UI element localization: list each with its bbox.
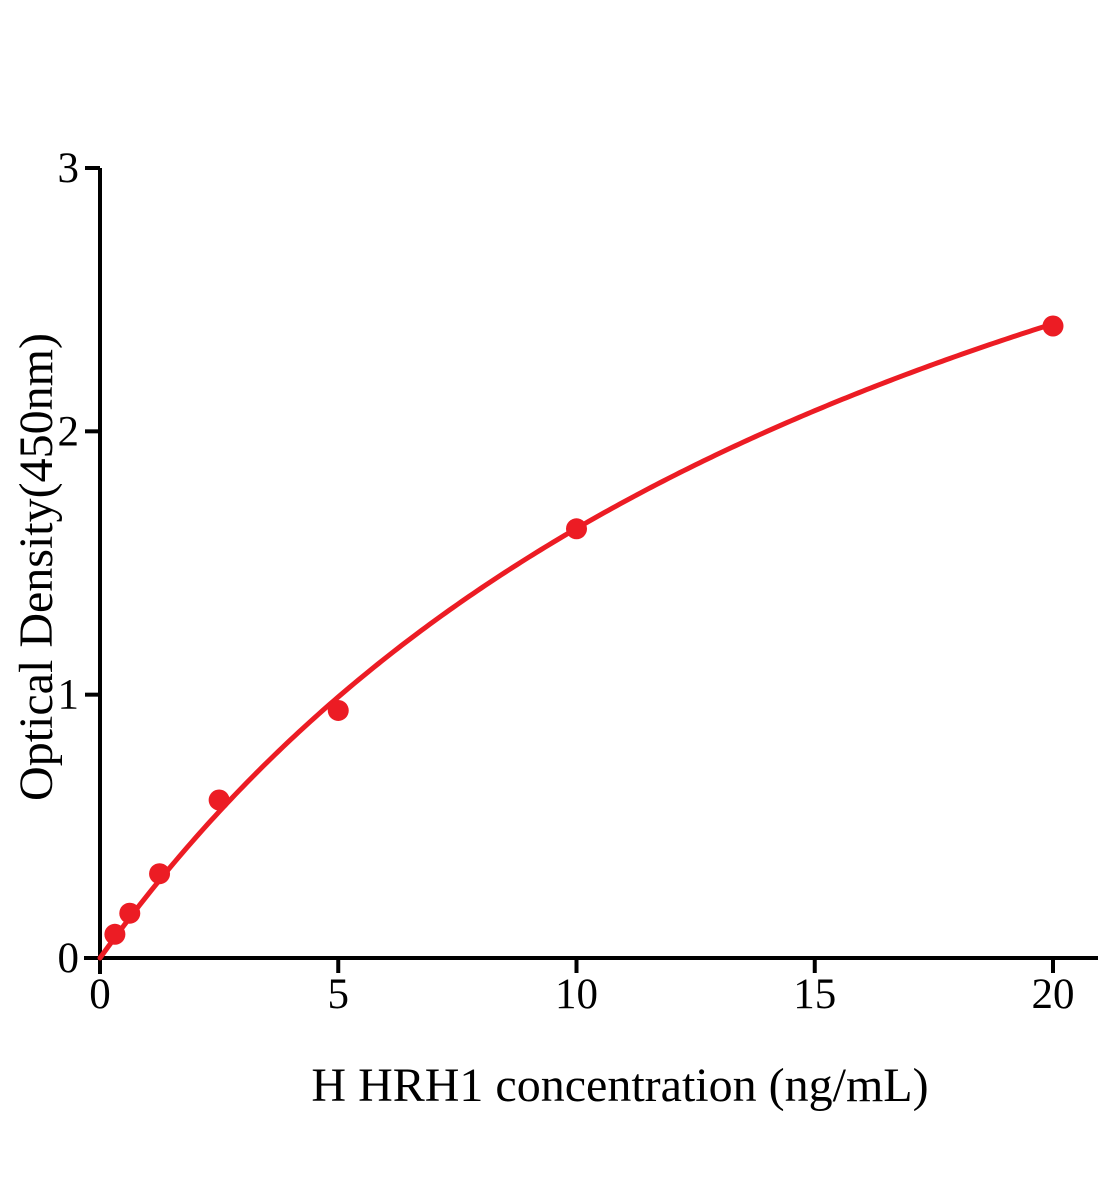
y-tick-label: 3 [58, 145, 80, 192]
x-axis-title: H HRH1 concentration (ng/mL) [311, 1059, 929, 1112]
data-point [327, 699, 349, 721]
data-point [119, 902, 141, 924]
y-tick-label: 1 [58, 672, 80, 719]
x-tick-label: 10 [555, 971, 598, 1018]
y-tick-label: 0 [58, 935, 80, 982]
x-tick-label: 0 [89, 971, 111, 1018]
x-tick-label: 15 [793, 971, 836, 1018]
x-tick-label: 5 [328, 971, 350, 1018]
data-point [1042, 315, 1064, 337]
data-point [149, 863, 171, 885]
x-tick-label: 20 [1032, 971, 1075, 1018]
data-point [566, 518, 587, 540]
data-point [208, 789, 230, 811]
y-tick-label: 2 [58, 408, 80, 455]
data-point [104, 923, 126, 945]
fit-curve [97, 321, 1056, 961]
y-axis-title: Optical Density(450nm) [10, 333, 63, 801]
